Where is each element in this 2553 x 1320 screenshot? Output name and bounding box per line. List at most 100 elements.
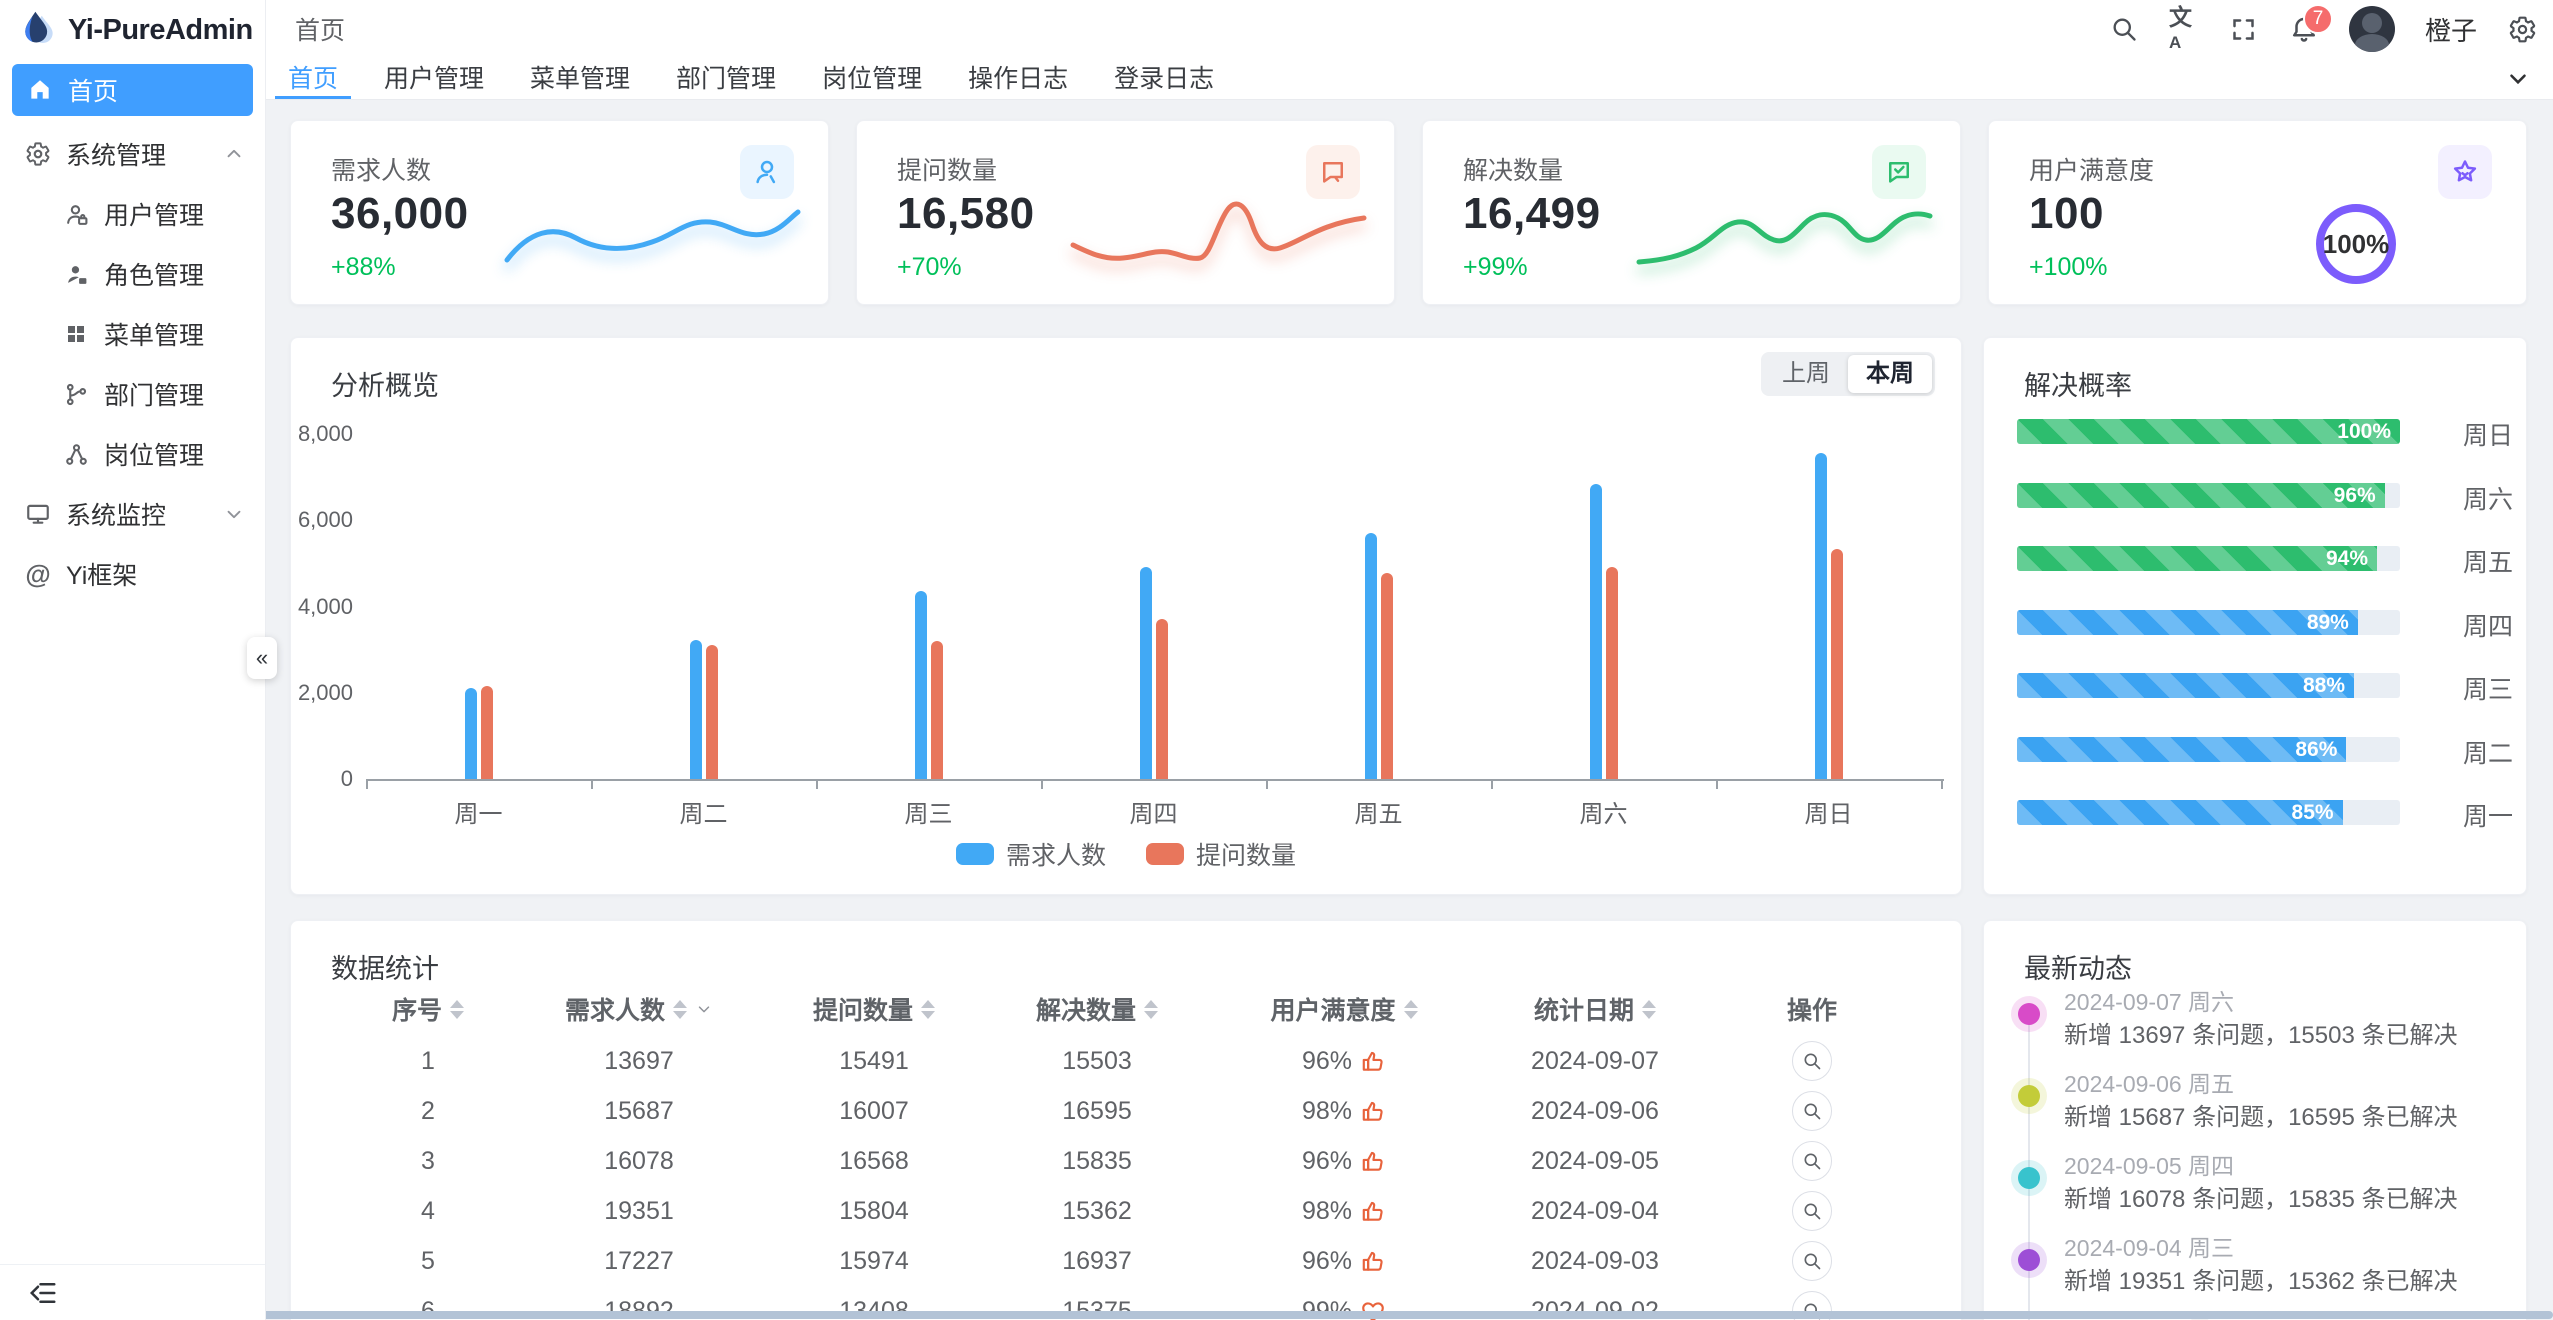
chart-legend: 需求人数 提问数量 xyxy=(291,836,1961,872)
sort-carets-icon[interactable] xyxy=(1403,999,1418,1019)
progress-day-label: 周四 xyxy=(2463,612,2514,641)
sidebar-item-首页[interactable]: 首页 xyxy=(12,64,253,116)
tab-菜单管理[interactable]: 菜单管理 xyxy=(530,65,631,93)
row-view-button[interactable] xyxy=(1792,1091,1832,1131)
magnifier-icon xyxy=(1802,1051,1822,1071)
sidebar-item-菜单管理[interactable]: 菜单管理 xyxy=(0,304,265,364)
analysis-overview-card: 分析概览 上周 本周 0 2,000 4,000 6,000 8,000 周一 周二 周三周… xyxy=(290,337,1962,895)
sidebar-item-label: 系统管理 xyxy=(66,142,167,170)
row-view-button[interactable] xyxy=(1792,1241,1832,1281)
sidebar-item-岗位管理[interactable]: 岗位管理 xyxy=(0,424,265,484)
sidebar-item-系统监控[interactable]: 系统监控 xyxy=(0,484,265,544)
cell: 16007 xyxy=(839,1096,909,1125)
sidebar-item-Yi框架[interactable]: @ Yi框架 xyxy=(0,544,265,604)
tab-首页[interactable]: 首页 xyxy=(275,58,351,99)
stat-value: 16,580 xyxy=(897,189,1035,238)
notification-bell-icon[interactable]: 7 xyxy=(2289,4,2333,44)
menu-fold-icon[interactable] xyxy=(28,1278,58,1308)
timeline-date: 2024-09-04 周三 xyxy=(2064,1235,2235,1261)
row-view-button[interactable] xyxy=(1792,1141,1832,1181)
sidebar-item-系统管理[interactable]: 系统管理 xyxy=(0,124,265,184)
water-drop-logo-icon xyxy=(18,8,56,52)
tab-部门管理[interactable]: 部门管理 xyxy=(676,65,777,93)
progress-day-label: 周六 xyxy=(2463,485,2514,514)
toggle-this-week[interactable]: 本周 xyxy=(1848,355,1932,393)
bar-提问数量-周四 xyxy=(1155,618,1168,779)
timeline-date: 2024-09-05 周四 xyxy=(2064,1153,2235,1179)
timeline-dot xyxy=(2018,1167,2040,1189)
thumb-up-icon xyxy=(1360,1048,1386,1074)
row-view-button[interactable] xyxy=(1792,1191,1832,1231)
solve-rate-row-周三: 88% 周三 xyxy=(2017,673,2553,704)
timeline-text: 新增 15687 条问题，16595 条已解决 xyxy=(2064,1104,2458,1131)
app-logo[interactable]: Yi-PureAdmin xyxy=(0,0,265,60)
x-tick-label: 周四 xyxy=(1129,801,1178,828)
bar-提问数量-周三 xyxy=(930,641,943,779)
tabbar: 首页 用户管理 菜单管理 部门管理 岗位管理 操作日志 登录日志 xyxy=(265,58,2553,100)
x-tick-label: 周日 xyxy=(1804,801,1853,828)
tab-岗位管理[interactable]: 岗位管理 xyxy=(822,65,923,93)
solve-rate-row-周六: 96% 周六 xyxy=(2017,482,2553,514)
sidebar-item-部门管理[interactable]: 部门管理 xyxy=(0,364,265,424)
settings-gear-icon[interactable] xyxy=(2507,14,2537,44)
legend-item-提问数量[interactable]: 提问数量 xyxy=(1146,836,1296,872)
translate-icon[interactable]: 文A xyxy=(2168,4,2192,52)
progress-fill: 96% xyxy=(2017,482,2385,508)
cell: 15804 xyxy=(839,1196,909,1225)
tabs-dropdown-chevron-icon[interactable] xyxy=(2505,58,2531,100)
cell: 2 xyxy=(421,1096,435,1125)
cell xyxy=(1701,1091,1923,1131)
sort-carets-icon[interactable] xyxy=(450,999,464,1019)
chevron-up-icon xyxy=(223,143,245,165)
y-tick-label: 0 xyxy=(340,766,353,791)
column-header-用户满意度[interactable]: 用户满意度 xyxy=(1199,991,1489,1027)
cell: 13697 xyxy=(604,1046,674,1075)
progress-fill: 86% xyxy=(2017,736,2347,762)
column-header-序号[interactable]: 序号 xyxy=(331,991,525,1027)
toggle-last-week[interactable]: 上周 xyxy=(1782,360,1830,387)
column-label: 序号 xyxy=(391,997,442,1025)
user-name[interactable]: 橙子 xyxy=(2424,15,2477,46)
cell: 15362 xyxy=(1062,1196,1132,1225)
tab-操作日志[interactable]: 操作日志 xyxy=(968,65,1069,93)
x-axis-tick xyxy=(1041,781,1043,789)
stat-value: 100 xyxy=(2029,189,2104,238)
fullscreen-icon[interactable] xyxy=(2229,14,2259,44)
progress-fill: 94% xyxy=(2017,546,2378,571)
stat-card-用户满意度: 用户满意度 100 +100% 100% xyxy=(1988,120,2527,305)
horizontal-scrollbar[interactable] xyxy=(90,1311,2553,1319)
sidebar-collapse-button[interactable]: « xyxy=(247,637,277,679)
bar-提问数量-周六 xyxy=(1605,566,1618,779)
sort-carets-icon[interactable] xyxy=(921,999,935,1019)
tab-用户管理[interactable]: 用户管理 xyxy=(384,65,485,93)
column-dropdown-chevron-icon[interactable] xyxy=(695,1000,713,1018)
column-header-解决数量[interactable]: 解决数量 xyxy=(995,991,1199,1027)
column-header-统计日期[interactable]: 统计日期 xyxy=(1489,991,1701,1027)
sidebar-item-用户管理[interactable]: 用户管理 xyxy=(0,184,265,244)
stat-title: 解决数量 xyxy=(1463,157,1564,185)
sidebar-item-label: 首页 xyxy=(68,78,119,106)
search-icon[interactable] xyxy=(2109,14,2139,44)
progress-value: 100% xyxy=(2337,420,2391,443)
row-view-button[interactable] xyxy=(1792,1041,1832,1081)
user-avatar[interactable] xyxy=(2348,6,2395,52)
sidebar-item-label: 用户管理 xyxy=(104,202,205,230)
cell: 96% xyxy=(1199,1147,1489,1176)
column-label: 操作 xyxy=(1786,997,1837,1025)
column-header-需求人数[interactable]: 需求人数 xyxy=(525,991,753,1027)
sort-carets-icon[interactable] xyxy=(1642,999,1656,1019)
column-header-提问数量[interactable]: 提问数量 xyxy=(753,991,995,1027)
x-axis-tick xyxy=(366,781,368,789)
sort-carets-icon[interactable] xyxy=(673,999,687,1019)
legend-swatch xyxy=(955,843,994,865)
bar-需求人数-周一 xyxy=(464,688,477,779)
chevron-down-icon xyxy=(223,503,245,525)
legend-item-需求人数[interactable]: 需求人数 xyxy=(955,836,1106,872)
sidebar-item-label: 岗位管理 xyxy=(104,442,205,470)
sidebar-item-角色管理[interactable]: 角色管理 xyxy=(0,244,265,304)
progress-value: 89% xyxy=(2306,610,2349,634)
sort-carets-icon[interactable] xyxy=(1144,999,1158,1019)
chat-icon xyxy=(1306,145,1360,199)
tab-登录日志[interactable]: 登录日志 xyxy=(1114,65,1215,93)
progress-value: 94% xyxy=(2325,547,2369,570)
